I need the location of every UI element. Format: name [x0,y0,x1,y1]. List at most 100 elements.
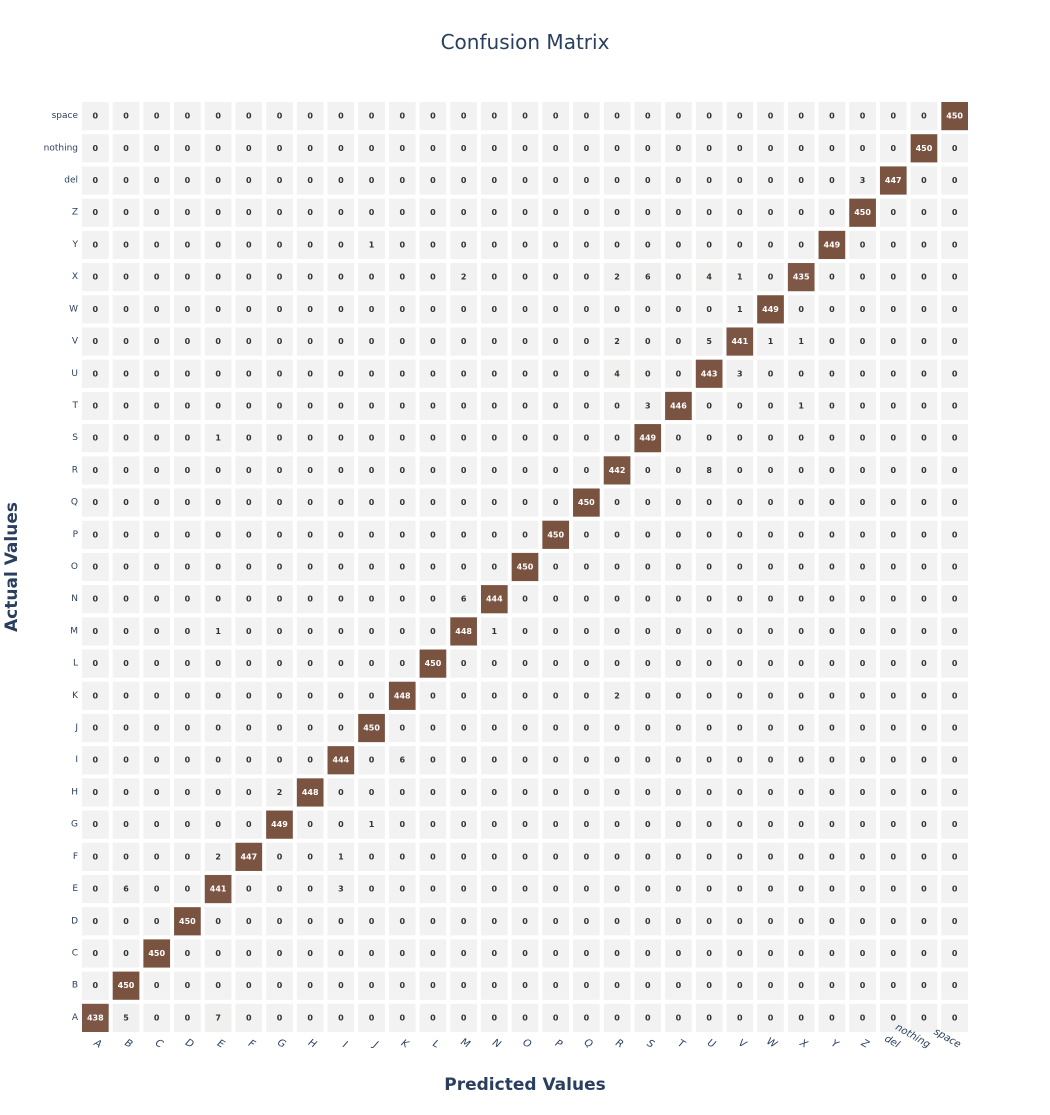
cell-value-label: 0 [492,949,498,958]
y-tick-label: del [64,176,78,186]
cell-value-label: 0 [338,176,344,185]
cell-value-label: 0 [123,466,129,475]
heatmap-cell [941,874,968,904]
heatmap-cell [849,391,876,421]
cell-value-label: 0 [277,305,283,314]
cell-value-label: 2 [614,337,620,346]
heatmap-cell [419,585,447,614]
cell-value-label: 0 [430,724,436,733]
cell-value-label: 0 [246,917,252,926]
cell-value-label: 0 [399,144,405,153]
heatmap-cell [910,391,938,421]
cell-value-label: 6 [461,595,467,604]
heatmap-cell [757,907,784,936]
cell-value-label: 0 [921,691,927,700]
cell-value-label: 0 [154,208,160,217]
cell-value-label: 0 [676,852,682,861]
cell-value-label: 0 [553,627,559,636]
cell-value-label: 0 [492,820,498,829]
cell-value-label: 2 [461,273,467,282]
cell-value-label: 0 [154,401,160,410]
cell-value-label: 4 [706,273,712,282]
heatmap-cell [849,424,876,453]
heatmap-cell [419,874,447,904]
cell-value-label: 1 [338,852,344,861]
cell-value-label: 0 [829,498,835,507]
cell-value-label: 0 [185,756,191,765]
heatmap-cell [296,810,324,839]
cell-value-label: 0 [737,788,743,797]
heatmap-cell [818,424,846,453]
heatmap-cell [634,391,662,421]
cell-value-label: 0 [553,691,559,700]
chart-title: Confusion Matrix [440,30,610,54]
cell-value-label: 0 [553,369,559,378]
cell-value-label: 0 [154,724,160,733]
cell-value-label: 0 [307,981,313,990]
heatmap-cell [450,907,477,936]
heatmap-cell [573,1003,600,1032]
heatmap-cell [787,713,815,743]
heatmap-cell [665,230,692,260]
heatmap-cell [634,746,662,775]
heatmap-cell [296,520,324,549]
cell-value-label: 450 [578,498,595,507]
heatmap-cell [327,198,355,227]
heatmap-cell [450,230,477,260]
heatmap-cell [296,359,324,388]
heatmap-cell [573,359,600,388]
heatmap-cell [695,295,723,324]
cell-value-label: 3 [338,885,344,894]
cell-value-label: 0 [706,756,712,765]
cell-value-label: 0 [430,273,436,282]
heatmap-cell [327,746,355,775]
cell-value-label: 0 [829,949,835,958]
heatmap-cell [266,810,293,839]
cell-value-label: 0 [645,208,651,217]
cell-value-label: 0 [921,756,927,765]
cell-value-label: 0 [215,401,221,410]
cell-value-label: 0 [123,691,129,700]
cell-value-label: 0 [584,627,590,636]
cell-value-label: 0 [768,981,774,990]
cell-value-label: 0 [369,659,375,668]
cell-value-label: 0 [860,530,866,539]
heatmap-cell [542,939,570,968]
cell-value-label: 0 [890,981,896,990]
heatmap-cell [818,359,846,388]
cell-value-label: 0 [890,724,896,733]
heatmap-cell [818,1003,846,1032]
heatmap-cell [511,585,539,614]
heatmap-cell [480,713,508,743]
y-tick-label: nothing [44,143,78,153]
heatmap-cell [266,713,293,743]
cell-value-label: 0 [706,885,712,894]
heatmap-cell [388,810,416,839]
cell-value-label: 1 [369,820,375,829]
cell-value-label: 0 [768,852,774,861]
cell-value-label: 0 [215,208,221,217]
cell-value-label: 0 [706,176,712,185]
heatmap-cell [757,649,784,678]
heatmap-cell [818,746,846,775]
heatmap-cell [695,391,723,421]
heatmap-cell [266,230,293,260]
cell-value-label: 0 [215,530,221,539]
cell-value-label: 0 [185,949,191,958]
cell-value-label: 449 [762,305,779,314]
heatmap-cell [879,359,907,388]
heatmap-cell [266,166,293,195]
heatmap-cell [480,263,508,292]
heatmap-cell [757,424,784,453]
heatmap-cell [634,713,662,743]
heatmap-cell [695,102,723,131]
heatmap-cell [787,649,815,678]
heatmap-cell [112,230,140,260]
heatmap-cell [174,359,201,388]
heatmap-cell [511,1003,539,1032]
heatmap-cell [266,520,293,549]
cell-value-label: 0 [645,788,651,797]
cell-value-label: 0 [93,401,99,410]
cell-value-label: 0 [246,434,252,443]
heatmap-cell [296,134,324,163]
